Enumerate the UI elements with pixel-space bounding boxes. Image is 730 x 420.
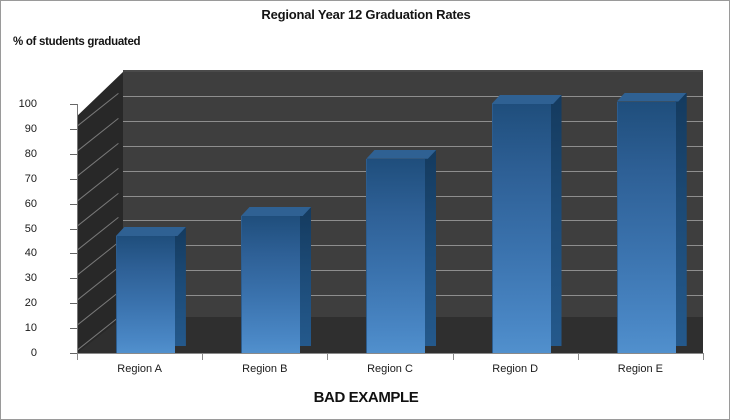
x-axis-tick [327,353,329,360]
gridline [123,145,703,147]
y-axis-tick [70,203,77,205]
bar-region-b[interactable] [241,207,312,353]
y-axis-tick-label: 10 [24,322,37,335]
x-axis-tick-label: Region C [367,363,413,375]
y-axis-tick [70,104,77,105]
plot-area: 0 10 20 30 40 50 60 70 80 90 100 Region A Region B R… [19,70,704,375]
x-axis-tick-label: Region A [117,363,162,375]
y-axis-tick-label: 60 [24,197,37,210]
bar-side-face [549,95,562,346]
x-axis-tick [77,353,78,360]
y-axis-tick [70,303,77,305]
bar-front-face [616,101,676,353]
y-axis-tick-label: 80 [24,147,37,160]
y-axis-tick-label: 50 [24,222,37,235]
y-axis-tick [70,328,77,330]
bar-top-face [241,207,312,217]
bar-front-face [491,104,551,353]
x-axis-tick [452,353,454,360]
y-axis-tick [70,153,77,155]
y-axis-tick-label: 20 [24,297,37,310]
bar-top-face [115,226,186,236]
y-axis-tick [70,178,77,180]
y-axis-tick [70,228,77,230]
y-axis-tick-label: 0 [30,347,37,359]
bar-region-c[interactable] [366,149,437,353]
bar-top-face [491,95,562,104]
y-axis-tick [70,128,77,130]
bar-top-face [616,92,687,102]
y-axis-tick-label: 30 [24,272,37,285]
gridline [123,95,703,97]
bar-side-face [424,149,437,346]
x-axis-tick-label: Region B [242,363,288,375]
x-axis-tick [202,353,204,360]
plot-wall-top-edge [123,70,703,72]
y-axis-line [77,104,78,353]
bar-side-face [173,226,186,346]
x-axis-tick-label: Region D [492,363,539,375]
y-axis-tick [70,253,77,255]
bar-front-face [241,216,301,353]
y-axis-title: % of students graduated [13,36,141,48]
bar-front-face [115,235,175,353]
bar-region-e[interactable] [616,92,687,353]
x-axis-line [77,353,703,354]
y-axis-tick-label: 40 [24,247,37,260]
bar-side-face [299,207,312,346]
chart-title: Regional Year 12 Graduation Rates [261,7,471,22]
x-axis-tick [577,353,579,360]
y-axis-tick [70,278,77,280]
y-axis-tick-label: 90 [24,122,37,135]
y-axis-tick-label: 70 [24,172,37,185]
bar-front-face [366,158,426,353]
gridline [123,120,703,122]
x-axis-title: BAD EXAMPLE [313,389,419,406]
y-axis-tick [70,353,77,354]
bar-side-face [674,92,687,346]
y-axis-tick-label: 100 [18,98,37,110]
x-axis-tick-label: Region E [617,363,664,375]
bar-region-d[interactable] [491,95,562,353]
x-axis-tick [703,353,704,360]
side-wall-gridline [77,71,119,105]
bar-region-a[interactable] [115,226,186,353]
bar-top-face [366,149,437,159]
